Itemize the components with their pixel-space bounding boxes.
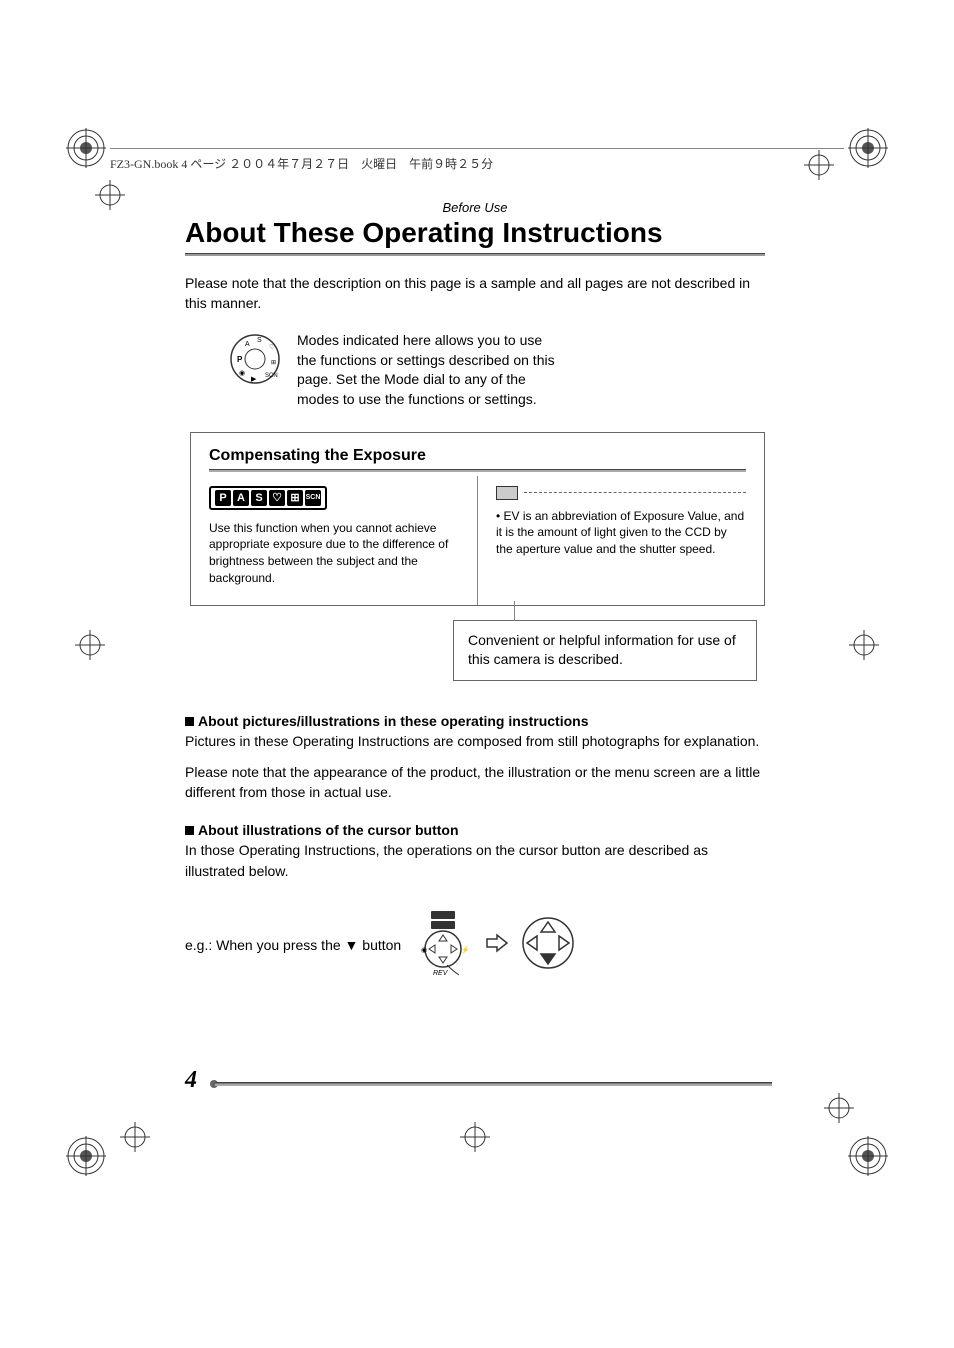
subsection2-heading: About illustrations of the cursor button: [198, 822, 459, 838]
mode-dial-icon: P A S ♡ ⊞ SCN ▶ ◉: [227, 331, 283, 387]
square-bullet-icon: [185, 826, 194, 835]
page-number: 4: [185, 1067, 197, 1094]
svg-text:P: P: [237, 355, 243, 364]
dashed-line: [524, 492, 746, 493]
square-bullet-icon: [185, 717, 194, 726]
mode-icons-strip: P A S ♡ ⊞ SCN: [209, 486, 327, 510]
svg-text:S: S: [257, 337, 262, 344]
subsection-pictures: About pictures/illustrations in these op…: [185, 711, 765, 802]
filename-text: FZ3-GN.book 4 ページ ２００４年７月２７日 火曜日 午前９時２５分: [110, 157, 493, 171]
svg-text:A: A: [245, 341, 250, 348]
crosshair-icon: [75, 630, 105, 660]
mode-icon-heart: ♡: [269, 490, 285, 506]
svg-text:⚡: ⚡: [461, 945, 470, 954]
crosshair-icon: [824, 1093, 854, 1123]
registration-mark-icon: [66, 128, 106, 168]
mode-icon-movie: ⊞: [287, 490, 303, 506]
cursor-example-row: e.g.: When you press the ▼ button ◉ ⚡ RE…: [185, 909, 765, 980]
intro-paragraph: Please note that the description on this…: [185, 274, 765, 313]
registration-mark-icon: [848, 1136, 888, 1176]
exposure-sample-box: Compensating the Exposure P A S ♡ ⊞ SCN …: [190, 432, 765, 606]
exposure-rule: [209, 469, 746, 472]
mode-icon-scn: SCN: [305, 490, 321, 506]
svg-text:REV: REV: [433, 970, 449, 977]
column-divider: [477, 476, 478, 605]
exposure-right-text: • EV is an abbreviation of Exposure Valu…: [496, 508, 746, 558]
crosshair-icon: [95, 180, 125, 210]
svg-text:SCN: SCN: [265, 373, 278, 379]
callout-text: Convenient or helpful information for us…: [468, 632, 736, 668]
mode-icon-s: S: [251, 490, 267, 506]
footer-rule: [215, 1082, 772, 1086]
registration-mark-icon: [66, 1136, 106, 1176]
page-content: Before Use About These Operating Instruc…: [185, 200, 765, 980]
mode-dial-explanation: P A S ♡ ⊞ SCN ▶ ◉ Modes indicated here a…: [227, 331, 765, 409]
svg-text:⊞: ⊞: [271, 360, 276, 366]
subsection2-p1: In those Operating Instructions, the ope…: [185, 840, 765, 881]
mode-icon-p: P: [215, 490, 231, 506]
note-icon: [496, 486, 518, 500]
svg-text:♡: ♡: [269, 343, 275, 351]
registration-mark-icon: [848, 128, 888, 168]
subsection1-p2: Please note that the appearance of the p…: [185, 762, 765, 803]
svg-text:▶: ▶: [251, 376, 257, 383]
page-title: About These Operating Instructions: [185, 217, 765, 249]
subsection1-p1: Pictures in these Operating Instructions…: [185, 731, 765, 751]
subsection1-heading: About pictures/illustrations in these op…: [198, 713, 588, 729]
crosshair-icon: [460, 1122, 490, 1152]
exposure-left-column: P A S ♡ ⊞ SCN Use this function when you…: [209, 486, 459, 587]
print-header: FZ3-GN.book 4 ページ ２００４年７月２７日 火曜日 午前９時２５分: [110, 148, 844, 178]
title-rule: [185, 253, 765, 256]
section-label: Before Use: [185, 200, 765, 215]
exposure-heading: Compensating the Exposure: [209, 447, 746, 465]
svg-text:◉: ◉: [421, 947, 427, 954]
crosshair-icon: [849, 630, 879, 660]
callout-connector: [514, 601, 515, 621]
arrow-right-icon: [485, 933, 509, 956]
svg-text:◉: ◉: [239, 370, 245, 377]
exposure-right-column: • EV is an abbreviation of Exposure Valu…: [496, 486, 746, 587]
crosshair-icon: [120, 1122, 150, 1152]
callout-box: Convenient or helpful information for us…: [453, 620, 757, 681]
cursor-example-text: e.g.: When you press the ▼ button: [185, 937, 401, 953]
exposure-left-text: Use this function when you cannot achiev…: [209, 520, 459, 587]
mode-icon-a: A: [233, 490, 249, 506]
subsection-cursor: About illustrations of the cursor button…: [185, 820, 765, 881]
mode-dial-text: Modes indicated here allows you to use t…: [297, 331, 557, 409]
cursor-button-illustration-icon: ◉ ⚡ REV: [413, 909, 473, 980]
cursor-result-icon: [521, 916, 575, 973]
